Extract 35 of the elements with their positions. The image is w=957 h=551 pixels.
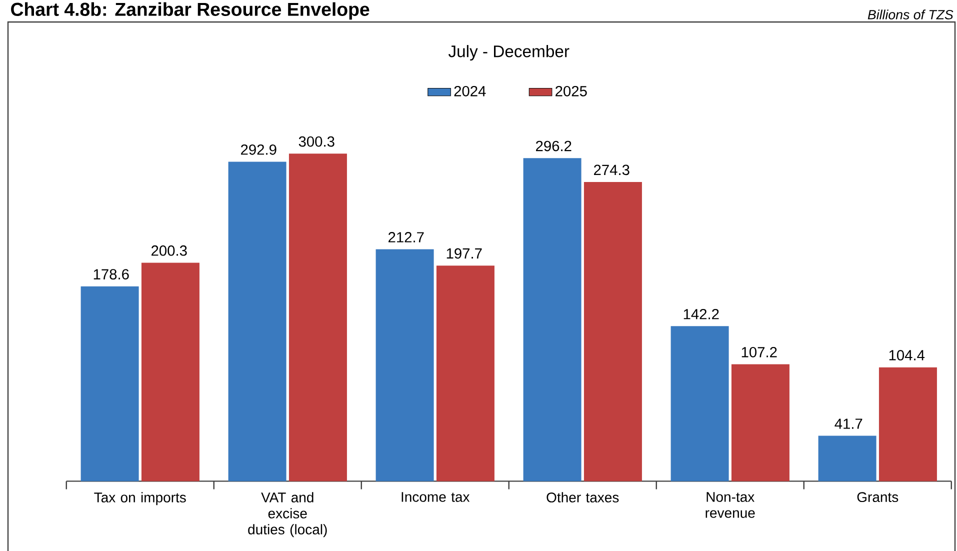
bar bbox=[141, 262, 200, 482]
data-label: 200.3 bbox=[152, 245, 187, 256]
bar bbox=[878, 367, 937, 482]
text: Billions of TZS bbox=[868, 10, 954, 20]
bar bbox=[584, 182, 642, 482]
bar bbox=[376, 249, 434, 482]
bar bbox=[731, 364, 790, 482]
bar bbox=[670, 326, 729, 482]
x-tick-label: Income tax bbox=[402, 492, 470, 502]
chart-subtitle: July - December bbox=[448, 45, 570, 61]
bar bbox=[80, 286, 139, 482]
data-label: 142.2 bbox=[684, 308, 719, 320]
data-label: 212.7 bbox=[388, 232, 424, 242]
data-label: 274.3 bbox=[594, 164, 630, 176]
chart-title: Chart 4.8b: Zanzibar Resource Envelope bbox=[11, 2, 370, 20]
x-tick-label: Non-tax revenue bbox=[706, 492, 755, 518]
x-tick-label: Other taxes bbox=[546, 492, 619, 502]
bar bbox=[228, 162, 286, 482]
x-tick-label: Tax on imports bbox=[94, 492, 186, 506]
data-label: 296.2 bbox=[536, 140, 572, 152]
x-tick-label: Grants bbox=[857, 492, 898, 502]
data-label: 300.3 bbox=[298, 136, 334, 147]
data-label: 292.9 bbox=[241, 144, 276, 155]
bar bbox=[436, 266, 494, 482]
data-label: 178.6 bbox=[94, 269, 129, 280]
data-label: 107.2 bbox=[742, 346, 777, 358]
bar bbox=[288, 154, 347, 482]
bar bbox=[818, 436, 876, 482]
data-label: 41.7 bbox=[834, 418, 862, 429]
data-label: 104.4 bbox=[889, 350, 925, 360]
bar bbox=[523, 158, 582, 482]
legend-label: 2025 bbox=[556, 86, 587, 96]
data-label: 197.7 bbox=[446, 248, 482, 259]
legend-label: 2024 bbox=[454, 86, 486, 96]
x-tick-label: VAT and excise duties (local) bbox=[248, 492, 327, 538]
